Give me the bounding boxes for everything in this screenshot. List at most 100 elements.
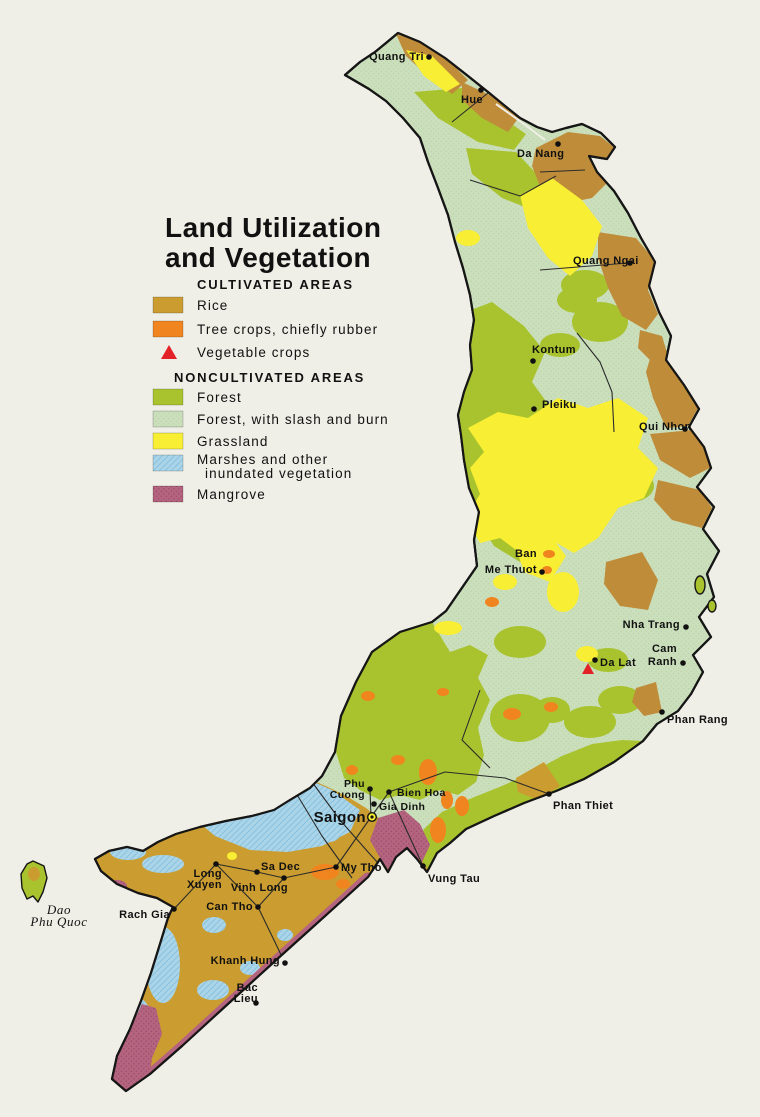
city-label-long-xuyen-line2: Xuyen <box>187 879 222 891</box>
city-label-saigon: Saigon <box>314 809 366 826</box>
city-label-bien-hoa: Bien Hoa <box>397 787 446 799</box>
city-qui-nhon: Qui Nhon <box>639 421 692 433</box>
city-label-hue: Hue <box>461 94 483 106</box>
legend-swatch-rice <box>152 296 184 314</box>
city-kontum: Kontum <box>530 344 576 364</box>
city-my-tho: My Tho <box>333 862 382 874</box>
city-label-dao-phu-quoc-line1: Dao <box>46 902 71 917</box>
city-label-cam-ranh-line1: Cam <box>652 643 677 655</box>
city-label-can-tho: Can Tho <box>206 901 253 913</box>
city-dot-nha-trang <box>683 624 689 630</box>
city-label-pleiku: Pleiku <box>542 399 577 411</box>
legend-label-mangrove: Mangrove <box>197 487 266 502</box>
city-dot-phan-rang <box>659 709 665 715</box>
city-label-phan-rang: Phan Rang <box>667 714 728 726</box>
city-dot-hue <box>478 87 484 93</box>
city-dot-my-tho <box>333 864 339 870</box>
map-title-line2: and Vegetation <box>165 242 371 273</box>
city-label-phu-cuong-line2: Cuong <box>330 789 365 801</box>
city-label-khanh-hung: Khanh Hung <box>211 955 280 967</box>
city-gia-dinh: Gia Dinh <box>371 801 425 813</box>
city-dot-da-lat <box>592 657 598 663</box>
legend-swatch-forest <box>152 388 184 406</box>
city-dot-rach-gia <box>171 906 177 912</box>
city-label-da-nang: Da Nang <box>517 148 564 160</box>
offshore-islets <box>694 575 717 613</box>
city-label-gia-dinh: Gia Dinh <box>379 801 425 813</box>
legend-label-slash-burn: Forest, with slash and burn <box>197 412 389 427</box>
city-vinh-long: Vinh Long <box>231 875 288 894</box>
city-label-rach-gia: Rach Gia <box>119 909 170 921</box>
city-sa-dec: Sa Dec <box>254 861 300 875</box>
legend-label-marshes-line2: inundated vegetation <box>205 466 352 481</box>
capital-symbol-center <box>370 815 374 819</box>
map-title-line1: Land Utilization <box>165 212 381 243</box>
legend-label-grassland: Grassland <box>197 434 268 449</box>
city-dot-phan-thiet <box>546 791 552 797</box>
legend-swatch-slash-burn <box>152 410 184 428</box>
city-ban-me-thuot: Ban Me Thuot <box>485 548 545 576</box>
city-dot-khanh-hung <box>282 960 288 966</box>
phu-quoc-island <box>20 860 48 903</box>
city-label-quang-ngai: Quang Ngai <box>573 255 639 267</box>
city-dot-gia-dinh <box>371 801 377 807</box>
city-quang-tri: Quang Tri <box>369 51 432 63</box>
legend-swatch-mangrove <box>152 485 184 503</box>
city-label-ban-me-thuot-line2: Me Thuot <box>485 564 537 576</box>
city-label-da-lat: Da Lat <box>600 657 636 669</box>
city-dot-long-xuyen <box>213 861 219 867</box>
city-dot-vung-tau <box>420 863 426 869</box>
city-dot-sa-dec <box>254 869 260 875</box>
legend-swatch-grassland <box>152 432 184 450</box>
city-dot-phu-cuong <box>367 786 373 792</box>
legend-label-marshes-line1: Marshes and other <box>197 452 328 467</box>
city-phan-thiet: Phan Thiet <box>546 791 613 812</box>
city-bien-hoa: Bien Hoa <box>386 787 446 799</box>
legend-header-noncultivated: NONCULTIVATED AREAS <box>174 370 365 385</box>
city-dot-vinh-long <box>281 875 287 881</box>
rivers-and-roads <box>173 92 629 1004</box>
city-dot-bien-hoa <box>386 789 392 795</box>
city-label-dao-phu-quoc-line2: Phu Quoc <box>29 914 87 929</box>
city-label-phan-thiet: Phan Thiet <box>553 800 613 812</box>
region-grassland <box>227 50 658 860</box>
city-label-vinh-long: Vinh Long <box>231 882 288 894</box>
legend-label-forest: Forest <box>197 390 242 405</box>
city-vung-tau: Vung Tau <box>420 863 480 885</box>
lagoon-slivers <box>495 96 546 141</box>
landuse-regions <box>95 34 712 1091</box>
city-label-sa-dec: Sa Dec <box>261 861 300 873</box>
city-label-nha-trang: Nha Trang <box>623 619 680 631</box>
city-quang-ngai: Quang Ngai <box>573 255 639 267</box>
city-dot-qui-nhon <box>682 426 688 432</box>
city-da-lat: Da Lat <box>582 657 636 674</box>
city-label-quang-tri: Quang Tri <box>369 51 424 63</box>
city-da-nang: Da Nang <box>517 141 564 160</box>
legend-triangle-vegetable-icon <box>161 345 177 359</box>
city-label-ban-me-thuot-line1: Ban <box>515 548 537 560</box>
city-pleiku: Pleiku <box>531 399 577 412</box>
city-label-qui-nhon: Qui Nhon <box>639 421 692 433</box>
legend-swatch-tree-crops <box>152 320 184 338</box>
city-can-tho: Can Tho <box>206 901 261 913</box>
city-label-long-xuyen-line1: Long <box>194 868 222 880</box>
city-rach-gia: Rach Gia <box>119 906 177 921</box>
city-phan-rang: Phan Rang <box>659 709 728 726</box>
city-label-my-tho: My Tho <box>341 862 382 874</box>
city-saigon: Saigon <box>314 809 378 826</box>
city-label-cam-ranh-line2: Ranh <box>648 656 677 668</box>
city-label-vung-tau: Vung Tau <box>428 873 480 885</box>
city-dot-da-nang <box>555 141 561 147</box>
legend-label-tree-crops: Tree crops, chiefly rubber <box>197 322 378 337</box>
city-khanh-hung: Khanh Hung <box>211 955 288 967</box>
vegetable-crops-triangle-icon <box>582 663 594 674</box>
city-label-bac-lieu-line1: Bac <box>237 982 258 994</box>
city-dot-cam-ranh <box>680 660 686 666</box>
city-label-kontum: Kontum <box>532 344 576 356</box>
